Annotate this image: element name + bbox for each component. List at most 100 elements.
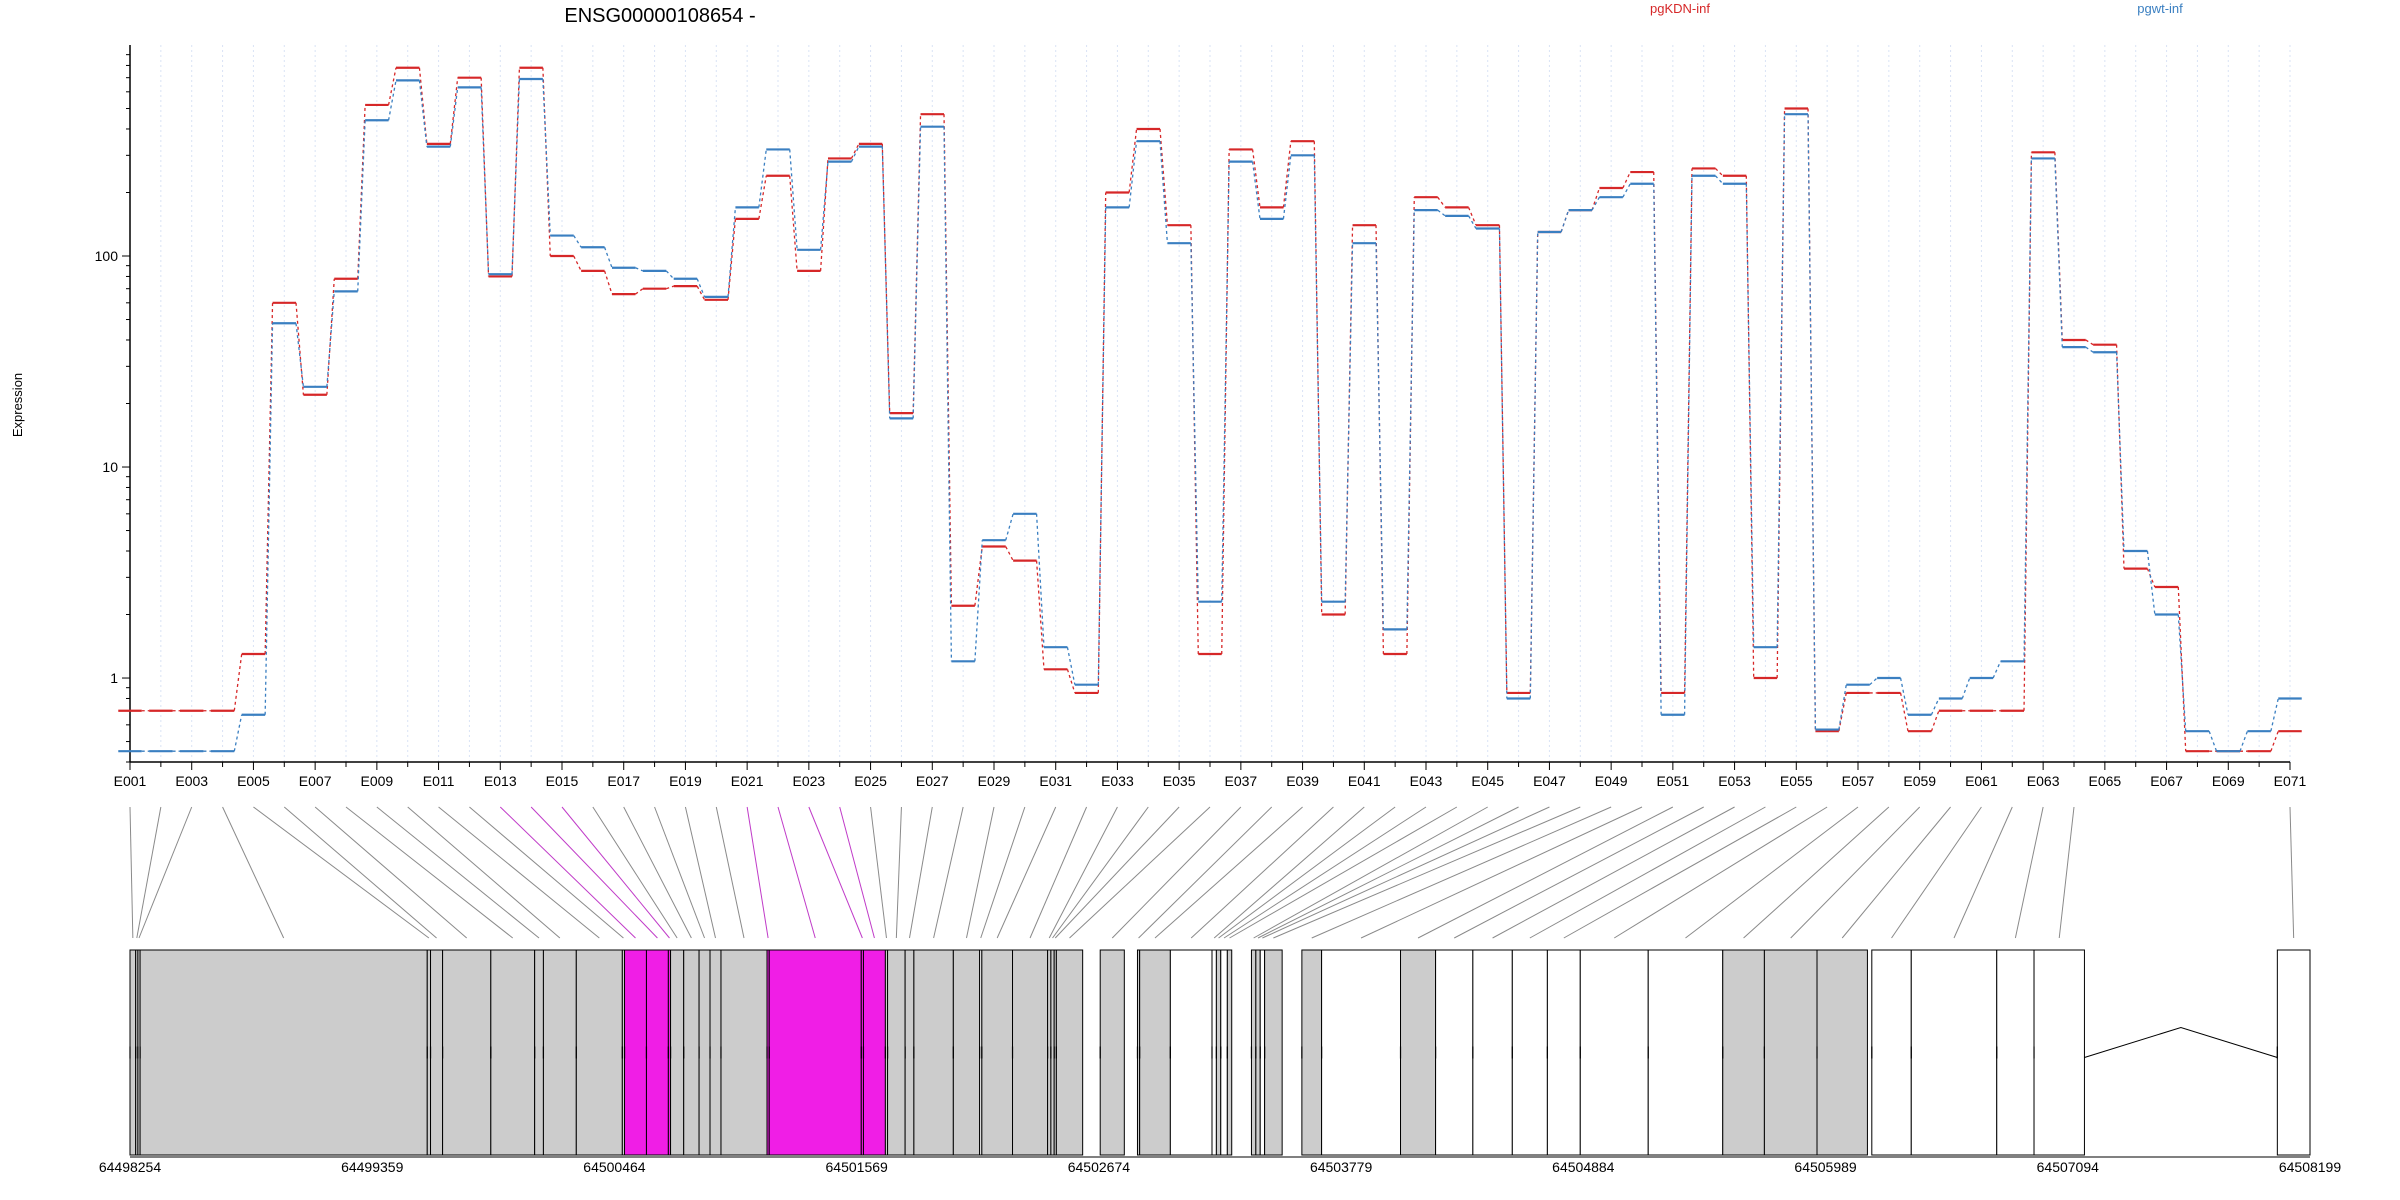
- data-connector: [1406, 210, 1415, 630]
- exon-block-e060: [1816, 949, 1868, 1156]
- exon-block-e001: [129, 949, 137, 1156]
- exon-connector-e055: [1563, 806, 1797, 939]
- exon-connector-e022: [777, 806, 816, 939]
- data-connector: [326, 291, 335, 387]
- data-connector: [1035, 513, 1045, 648]
- data-connector: [974, 546, 983, 606]
- x-tick-label-e069: E069: [2212, 773, 2245, 789]
- data-connector: [480, 87, 490, 275]
- data-connector: [1807, 114, 1817, 730]
- data-connector: [264, 302, 274, 655]
- exon-connector-e008: [345, 806, 514, 939]
- x-tick-label-e021: E021: [731, 773, 764, 789]
- data-connector: [666, 285, 674, 290]
- exon-block-e043: [1220, 949, 1228, 1156]
- exon-connector-e028: [933, 806, 964, 939]
- data-connector: [1375, 225, 1385, 654]
- data-connector: [1159, 141, 1169, 244]
- exon-block-e022: [768, 949, 862, 1156]
- exon-block-e031: [981, 949, 1014, 1156]
- data-connector: [819, 158, 829, 271]
- data-connector: [449, 87, 459, 147]
- exon-block-e008: [490, 949, 536, 1156]
- data-connector: [1622, 171, 1631, 189]
- x-tick-label-e015: E015: [546, 773, 579, 789]
- exon-connector-e010: [407, 806, 561, 939]
- exon-connector-e027: [909, 806, 933, 939]
- exon-connector-e006: [283, 806, 437, 939]
- x-tick-label-e003: E003: [175, 773, 208, 789]
- exon-connector-e053: [1492, 806, 1735, 939]
- data-connector: [2239, 730, 2249, 752]
- x-tick-label-e061: E061: [1965, 773, 1998, 789]
- exon-connector-e023: [808, 806, 863, 939]
- data-connector: [295, 302, 305, 395]
- data-connector: [1838, 692, 1847, 732]
- exon-block-e048: [1264, 949, 1283, 1156]
- data-connector: [912, 126, 922, 419]
- x-tick-label-e033: E033: [1101, 773, 1134, 789]
- exon-block-e071: [2276, 949, 2311, 1156]
- exon-block-e029: [952, 949, 981, 1156]
- x-tick-label-e005: E005: [237, 773, 270, 789]
- exon-block-e036: [1055, 949, 1084, 1156]
- data-connector: [1498, 228, 1508, 699]
- data-connector: [819, 161, 829, 250]
- exon-connector-e039: [1154, 806, 1303, 939]
- data-connector: [635, 267, 644, 272]
- data-connector: [1653, 183, 1662, 715]
- exon-connector-e062: [1953, 806, 2013, 939]
- data-connector: [727, 218, 737, 300]
- connector-layer: [129, 806, 2295, 939]
- exon-block-e020: [720, 949, 768, 1156]
- data-connector: [418, 80, 428, 147]
- data-connector: [2054, 152, 2063, 341]
- exon-block-e045: [1250, 949, 1257, 1156]
- genome-coordinate-label: 64504884: [1552, 1159, 1615, 1175]
- exon-block-e024: [862, 949, 886, 1156]
- exon-block-e046: [1255, 949, 1261, 1156]
- genome-coordinate-label: 64500464: [583, 1159, 646, 1175]
- exon-connector-e046: [1257, 806, 1519, 939]
- x-tick-label-e045: E045: [1471, 773, 1504, 789]
- data-connector: [1930, 698, 1940, 716]
- x-tick-label-e049: E049: [1595, 773, 1628, 789]
- data-connector: [1190, 225, 1199, 654]
- exon-connector-e040: [1190, 806, 1334, 939]
- exon-connector-e016: [592, 806, 678, 939]
- exon-block-e053: [1472, 949, 1513, 1156]
- exon-connector-e052: [1453, 806, 1704, 939]
- x-tick-label-e043: E043: [1410, 773, 1443, 789]
- exon-block-e042: [1215, 949, 1222, 1156]
- exon-block-e013: [624, 949, 647, 1156]
- exon-block-e027: [904, 949, 915, 1156]
- x-tick-label-e057: E057: [1842, 773, 1875, 789]
- exon-connector-e051: [1417, 806, 1674, 939]
- y-tick-label: 10: [102, 459, 118, 475]
- exon-connector-e004: [222, 806, 285, 939]
- data-connector: [1313, 155, 1323, 602]
- data-connector: [2177, 614, 2187, 732]
- data-connector: [696, 285, 706, 301]
- intron-arc: [2084, 1026, 2278, 1058]
- data-connector: [357, 120, 366, 292]
- exon-connector-e071: [2289, 806, 2295, 939]
- exon-block-e006: [430, 949, 444, 1156]
- data-connector: [1869, 677, 1878, 686]
- exon-connector-e017: [623, 806, 692, 939]
- data-connector: [1899, 692, 1909, 732]
- exon-block-e019: [709, 949, 722, 1156]
- data-connector: [1745, 183, 1755, 648]
- x-tick-label-e011: E011: [423, 773, 455, 789]
- exon-connector-e049: [1311, 806, 1612, 939]
- genome-coordinate-label: 64499359: [341, 1159, 404, 1175]
- data-connector: [1468, 215, 1477, 229]
- exon-connector-e050: [1360, 806, 1643, 939]
- exon-block-e055: [1546, 949, 1581, 1156]
- data-connector: [1005, 513, 1014, 541]
- data-connector: [1066, 647, 1076, 685]
- data-connector: [1591, 196, 1600, 211]
- chart-title: ENSG00000108654 -: [564, 5, 755, 27]
- data-connector: [1221, 161, 1230, 602]
- x-tick-label-e065: E065: [2089, 773, 2122, 789]
